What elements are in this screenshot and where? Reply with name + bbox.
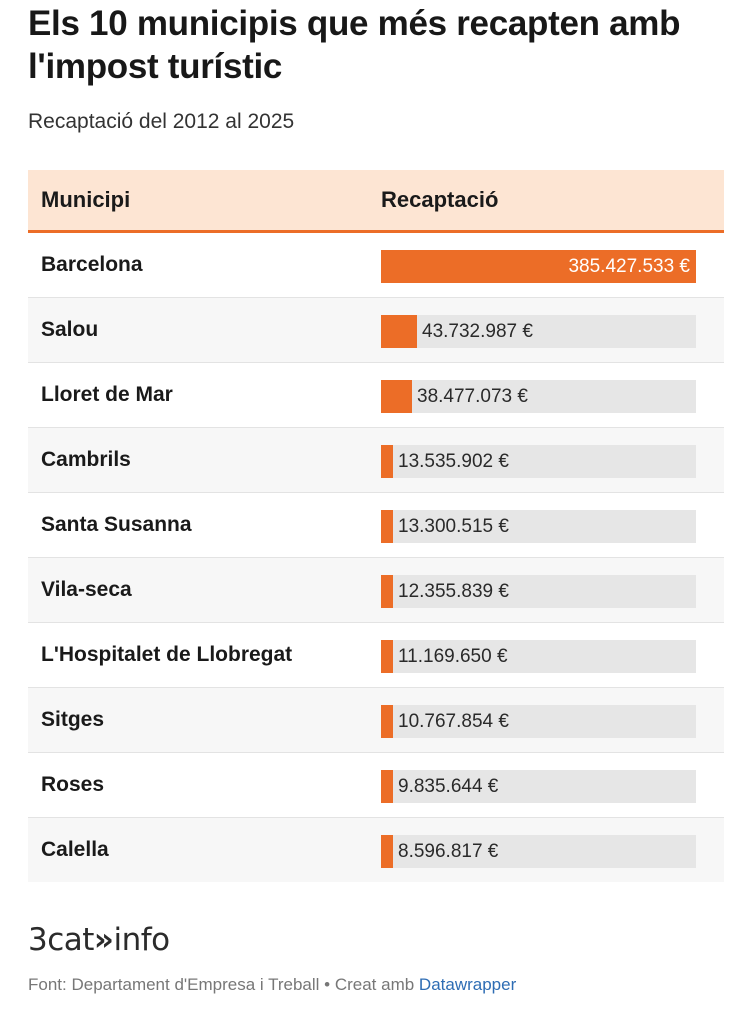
bar-track: 38.477.073 € <box>381 380 696 413</box>
data-table: Municipi Recaptació Barcelona 385.427.533… <box>28 170 724 882</box>
table-row: Roses 9.835.644 € <box>28 753 724 818</box>
municipi-name: Sitges <box>41 708 105 731</box>
municipi-name: Lloret de Mar <box>41 383 173 406</box>
bar <box>381 705 393 738</box>
table-header: Municipi Recaptació <box>28 170 724 233</box>
municipi-name: Salou <box>41 318 99 341</box>
bar-value-label: 13.300.515 € <box>398 516 509 537</box>
footer-source-text: Font: Departament d'Empresa i Treball • … <box>28 975 419 994</box>
municipi-name: Santa Susanna <box>41 513 192 536</box>
municipi-name: Cambrils <box>41 448 131 471</box>
municipi-name: Vila-seca <box>41 578 132 601</box>
bar <box>381 315 417 348</box>
logo-text-info: info <box>113 922 170 958</box>
table-row: Barcelona 385.427.533 € <box>28 233 724 298</box>
bar-track: 13.300.515 € <box>381 510 696 543</box>
bar <box>381 510 393 543</box>
chart-title: Els 10 municipis que més recapten amb l'… <box>28 4 681 86</box>
bar <box>381 835 393 868</box>
table-row: Vila-seca 12.355.839 € <box>28 558 724 623</box>
table-row: Santa Susanna 13.300.515 € <box>28 493 724 558</box>
bar-value-label: 9.835.644 € <box>398 776 499 797</box>
bar-value-label: 10.767.854 € <box>398 711 509 732</box>
bar-track: 385.427.533 € <box>381 250 696 283</box>
bar-value-label: 12.355.839 € <box>398 581 509 602</box>
table-row: Salou 43.732.987 € <box>28 298 724 363</box>
bar-value-label: 385.427.533 € <box>568 256 690 277</box>
bar <box>381 250 696 283</box>
datawrapper-link[interactable]: Datawrapper <box>418 975 517 994</box>
table-row: Lloret de Mar 38.477.073 € <box>28 363 724 428</box>
bar-track: 12.355.839 € <box>381 575 696 608</box>
bar-value-label: 13.535.902 € <box>398 451 509 472</box>
bar <box>381 770 393 803</box>
bar-value-label: 43.732.987 € <box>422 321 533 342</box>
municipi-name: L'Hospitalet de Llobregat <box>41 643 293 666</box>
chart-subtitle: Recaptació del 2012 al 2025 <box>28 110 295 133</box>
bar-value-label: 11.169.650 € <box>398 646 508 667</box>
bar-track: 9.835.644 € <box>381 770 696 803</box>
bar-value-label: 8.596.817 € <box>398 841 499 862</box>
bar <box>381 640 393 673</box>
logo-arrow-icon: » <box>93 922 114 958</box>
brand-logo: 3cat»info <box>28 920 170 960</box>
footer-source: Font: Departament d'Empresa i Treball • … <box>28 975 516 995</box>
bar-track: 13.535.902 € <box>381 445 696 478</box>
bar-track: 43.732.987 € <box>381 315 696 348</box>
table-row: L'Hospitalet de Llobregat 11.169.650 € <box>28 623 724 688</box>
column-header-municipi[interactable]: Municipi <box>41 187 131 212</box>
bar-track: 8.596.817 € <box>381 835 696 868</box>
table-row: Cambrils 13.535.902 € <box>28 428 724 493</box>
bar-track: 11.169.650 € <box>381 640 696 673</box>
municipi-name: Roses <box>41 773 105 796</box>
municipi-name: Calella <box>41 838 109 861</box>
table-body: Barcelona 385.427.533 € Salou 43.732.987 € L… <box>28 233 724 882</box>
bar-value-label: 38.477.073 € <box>417 386 528 407</box>
municipi-name: Barcelona <box>41 253 143 276</box>
bar <box>381 445 393 478</box>
table-row: Calella 8.596.817 € <box>28 818 724 882</box>
table-row: Sitges 10.767.854 € <box>28 688 724 753</box>
bar-track: 10.767.854 € <box>381 705 696 738</box>
column-header-recaptacio[interactable]: Recaptació <box>381 187 499 212</box>
bar <box>381 575 393 608</box>
bar <box>381 380 412 413</box>
logo-text-3cat: 3cat <box>28 922 94 958</box>
